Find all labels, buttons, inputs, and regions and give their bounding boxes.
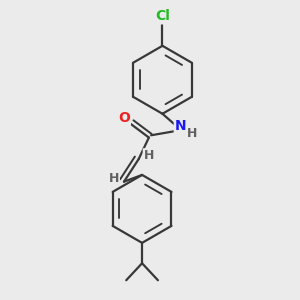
- Text: N: N: [175, 119, 186, 133]
- Text: H: H: [187, 127, 197, 140]
- Text: O: O: [118, 111, 130, 125]
- Text: Cl: Cl: [155, 9, 170, 23]
- Text: H: H: [144, 149, 154, 162]
- Text: H: H: [109, 172, 119, 185]
